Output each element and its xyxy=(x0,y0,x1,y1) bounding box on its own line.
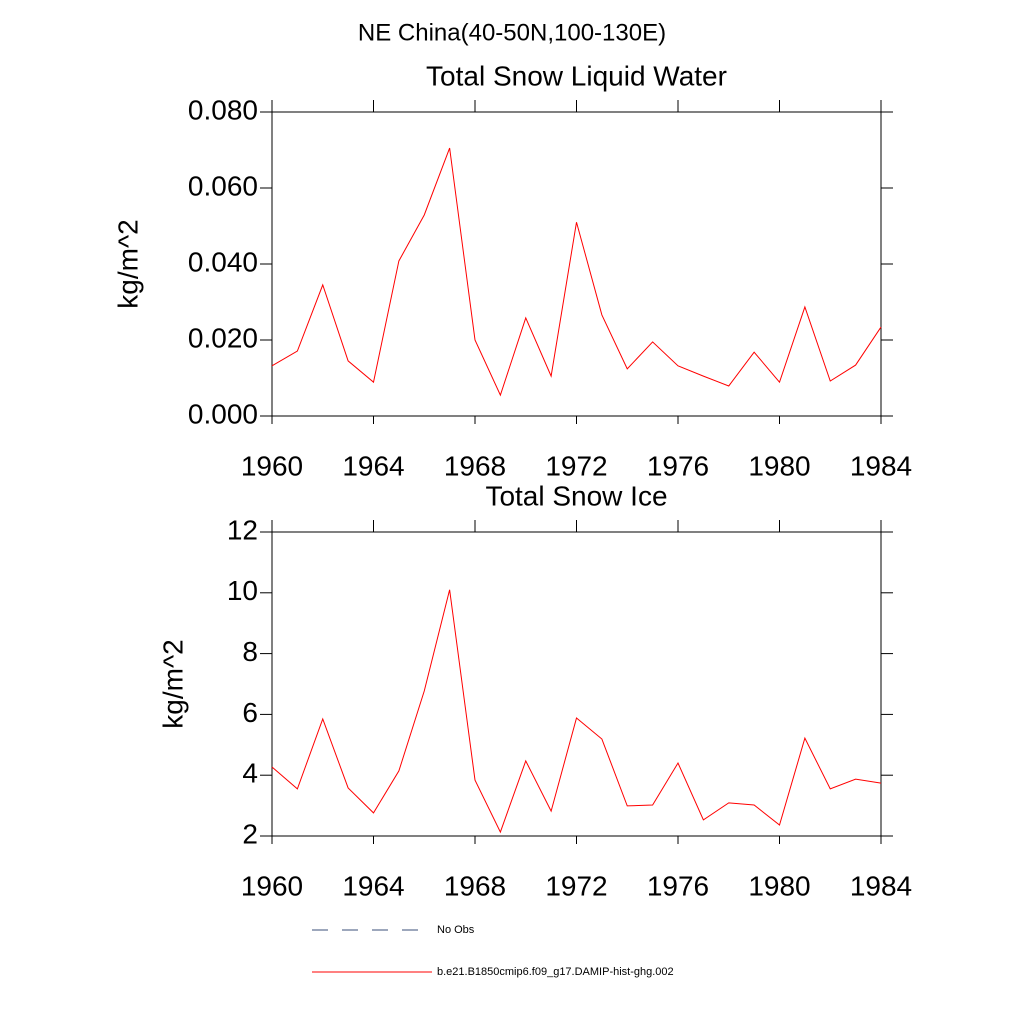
y-tick-label: 0.080 xyxy=(188,94,258,125)
y-tick-label: 4 xyxy=(242,758,258,789)
y-tick-label: 10 xyxy=(227,575,258,606)
y-tick-label: 8 xyxy=(242,636,258,667)
y-tick-label: 12 xyxy=(227,514,258,545)
chart-title: Total Snow Liquid Water xyxy=(426,60,727,91)
x-tick-label: 1964 xyxy=(342,450,404,481)
x-tick-label: 1960 xyxy=(241,450,303,481)
chart-title: Total Snow Ice xyxy=(485,480,667,511)
y-tick-label: 0.060 xyxy=(188,170,258,201)
x-tick-label: 1960 xyxy=(241,870,303,901)
data-line xyxy=(271,147,882,397)
x-tick-label: 1964 xyxy=(342,870,404,901)
y-axis-label: kg/m^2 xyxy=(157,639,188,728)
x-tick-label: 1984 xyxy=(850,870,912,901)
y-tick-label: 2 xyxy=(242,818,258,849)
x-tick-label: 1972 xyxy=(545,870,607,901)
y-tick-label: 0.040 xyxy=(188,246,258,277)
super-title: NE China(40-50N,100-130E) xyxy=(358,19,666,46)
y-tick-label: 6 xyxy=(242,697,258,728)
legend-label: No Obs xyxy=(437,924,475,936)
x-tick-label: 1984 xyxy=(850,450,912,481)
x-tick-label: 1972 xyxy=(545,450,607,481)
plot-frame xyxy=(271,111,882,417)
x-tick-label: 1980 xyxy=(748,450,810,481)
y-tick-label: 0.000 xyxy=(188,398,258,429)
x-tick-label: 1976 xyxy=(647,450,709,481)
y-tick-label: 0.020 xyxy=(188,322,258,353)
x-tick-label: 1968 xyxy=(444,870,506,901)
x-tick-label: 1980 xyxy=(748,870,810,901)
y-axis-label: kg/m^2 xyxy=(112,219,143,308)
data-line xyxy=(271,589,882,834)
x-tick-label: 1976 xyxy=(647,870,709,901)
legend-label: b.e21.B1850cmip6.f09_g17.DAMIP-hist-ghg.… xyxy=(437,966,674,978)
x-tick-label: 1968 xyxy=(444,450,506,481)
